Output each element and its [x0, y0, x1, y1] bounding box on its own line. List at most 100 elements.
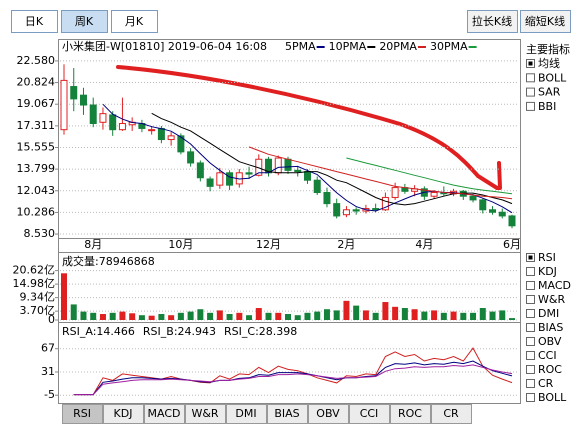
period-button[interactable] [11, 10, 58, 33]
volume-bar [246, 315, 253, 320]
period-button-label[interactable]: 周K [75, 15, 94, 28]
indicator-tab[interactable] [267, 404, 308, 424]
radio-box[interactable] [526, 73, 535, 83]
indicator-tab[interactable] [349, 404, 390, 424]
period-button-label[interactable]: 日K [25, 15, 44, 28]
indicator-tab[interactable] [185, 404, 226, 424]
volume-bar [304, 312, 311, 320]
checkbox[interactable] [526, 323, 535, 332]
indicator-tab-label[interactable]: CR [443, 407, 459, 420]
option-label[interactable]: RSI [538, 251, 556, 264]
indicator-tab-label[interactable]: KDJ [114, 407, 133, 420]
volume-bar [421, 311, 428, 320]
y-tick-label: 10.286 [17, 205, 56, 218]
candle-body [372, 208, 380, 211]
candle-body [79, 94, 87, 106]
x-tick-label: 12月 [256, 238, 281, 251]
checkbox[interactable] [526, 379, 535, 388]
checkbox[interactable] [526, 295, 535, 304]
checkbox[interactable] [526, 309, 535, 318]
indicator-tab[interactable] [308, 404, 349, 424]
y-tick-label: 13.799 [17, 162, 56, 175]
legend-readout: RSI_A:14.466 [62, 325, 135, 338]
volume-bar [411, 309, 418, 320]
x-tick-label: 4月 [415, 238, 433, 251]
volume-bar [353, 305, 360, 320]
volume-bar [226, 314, 233, 320]
candle-body [89, 104, 97, 125]
candle-body [284, 158, 292, 171]
candle-body [216, 172, 224, 186]
candle-body [187, 151, 195, 164]
volume-bar [509, 318, 515, 320]
option-label[interactable]: BOLL [538, 71, 567, 84]
candle-body [391, 187, 399, 198]
candle-body [430, 192, 438, 197]
indicator-tab[interactable] [144, 404, 185, 424]
option-label[interactable]: 均线 [538, 56, 560, 70]
indicator-tab-label[interactable]: BIAS [274, 407, 299, 420]
period-button[interactable] [111, 10, 158, 33]
option-label[interactable]: CR [538, 377, 554, 390]
legend-label: 30PMA [430, 40, 468, 53]
y-tick-label: 31 [41, 365, 55, 378]
option-label[interactable]: W&R [538, 293, 565, 306]
radio-box[interactable] [526, 101, 535, 111]
side-panel-title: 主要指标 [526, 42, 570, 56]
option-label[interactable]: DMI [538, 307, 559, 320]
volume-bar [207, 312, 214, 320]
volume-bar [177, 312, 184, 320]
radio-box[interactable] [526, 87, 535, 97]
candle-body [303, 171, 311, 181]
option-label[interactable]: MACD [538, 279, 571, 292]
action-button[interactable] [520, 10, 571, 33]
indicator-tab[interactable] [62, 404, 103, 424]
indicator-tab[interactable] [390, 404, 431, 424]
action-button[interactable] [467, 10, 518, 33]
indicator-tab-label[interactable]: MACD [148, 407, 181, 420]
y-tick-label: 8.530 [24, 227, 56, 240]
moving-average-line [346, 157, 513, 195]
indicator-tab-label[interactable]: OBV [316, 407, 340, 420]
option-label[interactable]: SAR [538, 86, 561, 99]
option-label[interactable]: BBI [538, 100, 556, 113]
action-button-label[interactable]: 拉长K线 [472, 14, 512, 28]
option-label[interactable]: BOLL [538, 391, 567, 404]
indicator-tab-label[interactable]: W&R [191, 407, 218, 420]
indicator-tab-label[interactable]: CCI [360, 407, 379, 420]
candle-body [274, 157, 282, 174]
checkbox[interactable] [526, 337, 535, 346]
volume-bar [119, 311, 126, 320]
option-label[interactable]: KDJ [538, 265, 557, 278]
indicator-tab-label[interactable]: ROC [398, 407, 422, 420]
checkbox[interactable] [526, 351, 535, 360]
indicator-line [73, 347, 513, 396]
y-tick-label: 20.824 [17, 76, 56, 89]
chart-title: 小米集团-W[01810] 2019-06-04 16:08 [62, 39, 267, 53]
volume-bar [216, 310, 223, 320]
period-button[interactable] [61, 10, 108, 33]
option-label[interactable]: CCI [538, 349, 557, 362]
checkbox[interactable] [526, 267, 535, 276]
indicator-tab[interactable] [226, 404, 267, 424]
option-label[interactable]: BIAS [538, 321, 563, 334]
check-mark[interactable] [528, 255, 533, 260]
indicator-tab-label[interactable]: DMI [235, 407, 256, 420]
checkbox[interactable] [526, 281, 535, 290]
candle-body [157, 127, 165, 141]
option-label[interactable]: OBV [538, 335, 562, 348]
checkbox[interactable] [526, 365, 535, 374]
option-label[interactable]: ROC [538, 363, 562, 376]
indicator-tab[interactable] [103, 404, 144, 424]
check-mark[interactable] [528, 61, 533, 66]
volume-bar [285, 314, 291, 320]
period-button-label[interactable]: 月K [125, 15, 144, 28]
legend-label: 5PMA [285, 40, 316, 53]
volume-title: 成交量:78946868 [62, 254, 155, 268]
volume-bar [460, 312, 467, 320]
indicator-tab-label[interactable]: RSI [73, 407, 91, 420]
action-button-label[interactable]: 缩短K线 [525, 14, 565, 28]
checkbox[interactable] [526, 393, 535, 402]
indicator-tab[interactable] [431, 404, 472, 424]
